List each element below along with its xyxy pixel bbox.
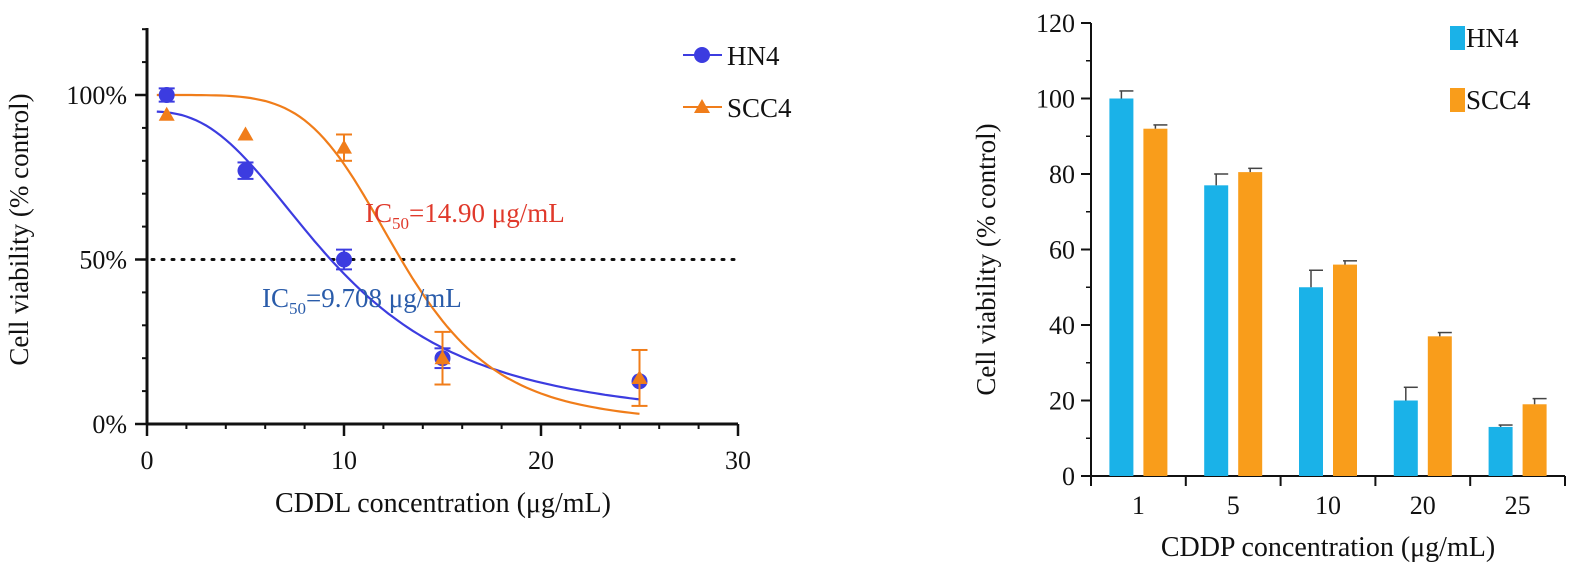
x-tick-label: 1 xyxy=(1132,491,1145,520)
x-tick-label: 25 xyxy=(1505,491,1531,520)
legend-label-hn4: HN4 xyxy=(727,41,780,71)
legend-marker-hn4 xyxy=(694,47,710,63)
y-tick-label: 80 xyxy=(1049,160,1075,189)
bar-hn4 xyxy=(1488,426,1513,476)
y-tick-label: 60 xyxy=(1049,236,1075,265)
y-tick-label: 0% xyxy=(92,410,127,439)
x-tick-label: 10 xyxy=(1315,491,1341,520)
data-point-scc4 xyxy=(336,139,352,154)
y-tick-label: 40 xyxy=(1049,311,1075,340)
legend-label-hn4: HN4 xyxy=(1466,23,1519,53)
data-point-scc4 xyxy=(237,126,254,141)
x-tick-label: 30 xyxy=(725,446,751,475)
x-tick-label: 5 xyxy=(1227,491,1240,520)
legend-swatch-scc4 xyxy=(1450,88,1465,112)
y-tick-label: 20 xyxy=(1049,387,1075,416)
fit-curve-scc4 xyxy=(156,93,640,415)
legend-label-scc4: SCC4 xyxy=(1466,85,1531,115)
dose-response-chart: 0% 50% 100% 0 10 20 30 CDDL concentration (μg/m… xyxy=(4,28,792,519)
data-point-hn4 xyxy=(237,162,254,179)
x-tick-label: 10 xyxy=(331,446,357,475)
bar-hn4 xyxy=(1299,287,1323,476)
x-tick-label: 0 xyxy=(141,446,154,475)
y-axis-label: Cell viability (% control) xyxy=(4,93,34,365)
legend-marker-scc4 xyxy=(694,99,710,113)
bar-scc4 xyxy=(1522,404,1547,476)
bar-chart: 0 20 40 60 80 100 120 1 5 10 20 25 CDDP concentratio… xyxy=(971,9,1566,563)
x-tick-label: 20 xyxy=(528,446,554,475)
bar-scc4 xyxy=(1238,172,1263,477)
bar-scc4 xyxy=(1427,336,1452,476)
bar-hn4 xyxy=(1109,98,1134,476)
data-point-hn4 xyxy=(158,87,175,103)
legend-swatch-hn4 xyxy=(1450,26,1465,50)
data-point-scc4 xyxy=(631,369,648,384)
fit-curve-hn4 xyxy=(156,110,640,401)
bar-hn4 xyxy=(1393,400,1418,476)
ic50-annotation-hn4: IC50=9.708 μg/mL xyxy=(262,283,462,318)
y-axis-label: Cell viability (% control) xyxy=(971,123,1001,395)
bar-scc4 xyxy=(1333,264,1357,476)
data-point-scc4 xyxy=(434,350,451,365)
y-tick-label: 0 xyxy=(1062,462,1075,491)
data-point-hn4 xyxy=(336,251,352,268)
ic50-annotation-scc4: IC50=14.90 μg/mL xyxy=(365,198,565,233)
x-axis-label: CDDP concentration (μg/mL) xyxy=(1161,532,1495,563)
y-tick-label: 50% xyxy=(79,246,127,275)
x-axis-label: CDDL concentration (μg/mL) xyxy=(275,488,611,519)
x-tick-label: 20 xyxy=(1410,491,1436,520)
y-tick-label: 120 xyxy=(1036,9,1075,38)
legend-label-scc4: SCC4 xyxy=(727,93,792,123)
data-point-scc4 xyxy=(158,106,175,121)
y-tick-label: 100% xyxy=(66,81,127,110)
y-tick-label: 100 xyxy=(1036,85,1075,114)
bar-hn4 xyxy=(1204,185,1229,476)
bar-scc4 xyxy=(1143,128,1168,476)
